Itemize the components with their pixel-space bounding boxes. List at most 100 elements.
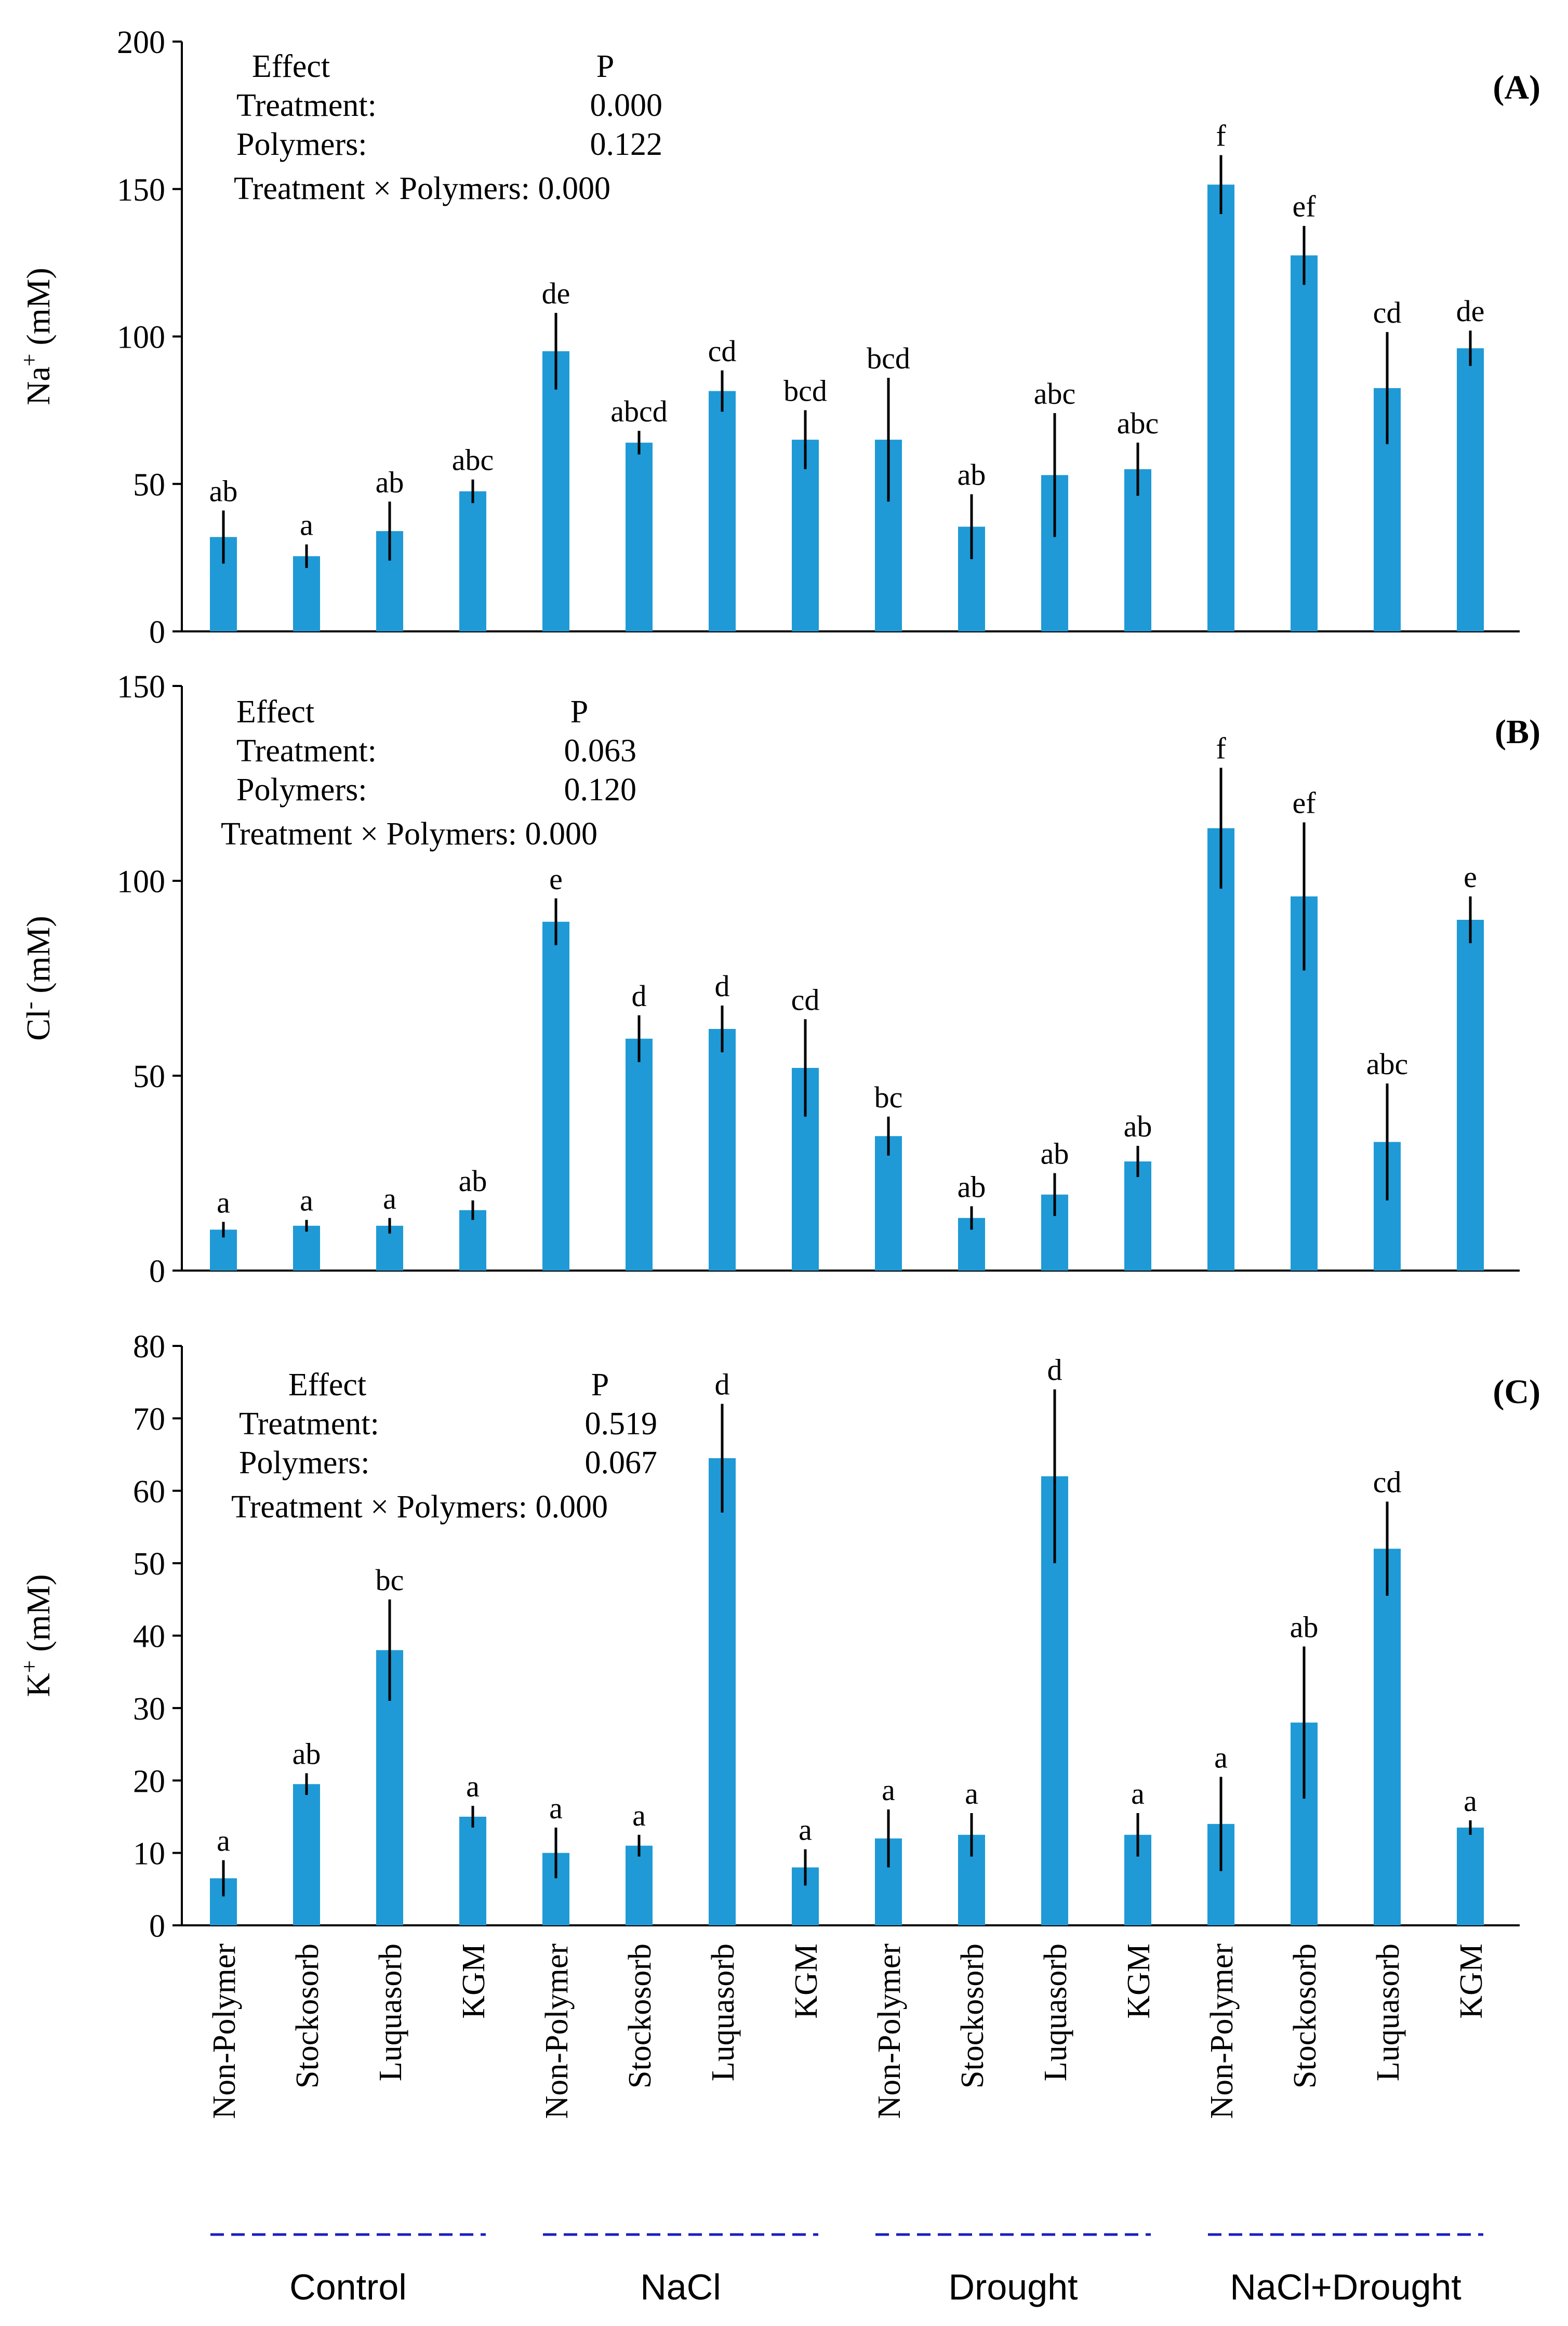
y-tick-label: 0 — [149, 615, 165, 650]
y-tick-label: 100 — [117, 320, 165, 355]
panel-label: (B) — [1495, 713, 1540, 751]
bar — [459, 1210, 486, 1271]
effects-header-p: P — [591, 1367, 609, 1403]
category-label: KGM — [1121, 1944, 1157, 2019]
significance-letter: a — [217, 1185, 230, 1219]
y-tick-label: 200 — [117, 25, 165, 60]
significance-letter: a — [882, 1773, 895, 1807]
y-axis-label: K+ (mM) — [17, 1574, 57, 1697]
significance-letter: f — [1216, 732, 1226, 765]
panel-c: 0 10 20 30 40 50 60 70 80 K+ (mM) (C) Effect P Treatm… — [17, 1329, 1540, 1944]
effects-polymers-label: Polymers: — [236, 772, 367, 808]
category-label: Non-Polymer — [207, 1944, 242, 2119]
significance-letter: a — [383, 1182, 396, 1215]
y-tick-label: 100 — [117, 864, 165, 900]
bar — [542, 351, 569, 631]
effects-polymers-label: Polymers: — [236, 127, 367, 162]
category-label: Luquasorb — [706, 1944, 741, 2081]
significance-letter: d — [715, 969, 730, 1003]
bar — [293, 1225, 320, 1271]
group-label: Control — [289, 2267, 407, 2307]
significance-letter: a — [1131, 1777, 1145, 1810]
effects-header-effect: Effect — [236, 694, 314, 730]
bar — [709, 1029, 736, 1271]
y-tick-label: 70 — [133, 1402, 165, 1437]
significance-letter: f — [1216, 118, 1226, 152]
bar — [1124, 469, 1151, 631]
significance-letter: de — [1456, 294, 1485, 328]
bar — [542, 921, 569, 1271]
significance-letter: e — [549, 862, 563, 896]
significance-letter: ab — [1041, 1137, 1069, 1171]
significance-letter: ab — [459, 1164, 487, 1198]
bar — [1457, 348, 1484, 631]
effects-header-effect: Effect — [288, 1367, 366, 1403]
category-label: Luquasorb — [1038, 1944, 1073, 2081]
significance-letter: d — [632, 979, 647, 1013]
bar — [459, 491, 486, 631]
category-label: KGM — [1454, 1944, 1489, 2019]
effects-treatment-label: Treatment: — [236, 733, 377, 769]
bar — [1457, 920, 1484, 1271]
category-label: Stockosorb — [955, 1944, 990, 2089]
significance-letter: cd — [791, 983, 820, 1016]
bar — [709, 1458, 736, 1925]
effects-treatment-label: Treatment: — [236, 88, 377, 123]
effects-treatment-p: 0.063 — [564, 733, 637, 769]
category-label: KGM — [456, 1944, 491, 2019]
bar — [293, 1784, 320, 1925]
bar — [709, 391, 736, 631]
y-tick-label: 50 — [133, 1059, 165, 1094]
bar — [626, 442, 653, 631]
significance-letter: bc — [874, 1080, 903, 1114]
y-tick-label: 150 — [117, 173, 165, 208]
effects-polymers-p: 0.120 — [564, 772, 637, 808]
bar — [1374, 1549, 1401, 1925]
significance-letter: ab — [376, 465, 404, 499]
significance-letter: de — [542, 276, 570, 310]
category-label: Luquasorb — [1371, 1944, 1406, 2081]
group-label: NaCl+Drought — [1230, 2267, 1461, 2307]
bar — [459, 1816, 486, 1925]
y-tick-label: 50 — [133, 467, 165, 503]
effects-interaction: Treatment × Polymers: 0.000 — [234, 171, 610, 206]
y-tick-label: 150 — [117, 669, 165, 705]
significance-letter: bcd — [867, 341, 910, 375]
significance-letter: ef — [1292, 190, 1316, 223]
significance-letter: a — [1464, 1784, 1477, 1818]
bar — [1291, 255, 1318, 631]
y-axis-label: Cl- (mM) — [17, 916, 57, 1040]
group-label: NaCl — [640, 2267, 721, 2307]
significance-letter: a — [300, 1184, 313, 1218]
category-label: Non-Polymer — [1204, 1944, 1240, 2119]
category-label: Stockosorb — [290, 1944, 325, 2089]
category-label: KGM — [789, 1944, 824, 2019]
significance-letter: a — [466, 1769, 480, 1803]
y-axis-label: Na+ (mM) — [17, 268, 57, 405]
significance-letter: cd — [1373, 296, 1402, 329]
significance-letter: a — [217, 1824, 230, 1858]
effects-header-effect: Effect — [252, 49, 330, 84]
y-tick-label: 60 — [133, 1474, 165, 1510]
y-tick-label: 10 — [133, 1836, 165, 1872]
bar — [293, 556, 320, 631]
significance-letter: ab — [958, 1170, 986, 1204]
effects-interaction: Treatment × Polymers: 0.000 — [221, 816, 597, 852]
significance-letter: bcd — [783, 374, 827, 407]
category-label: Stockosorb — [1287, 1944, 1323, 2089]
bar — [1457, 1827, 1484, 1925]
y-tick-label: 80 — [133, 1329, 165, 1365]
significance-letter: a — [549, 1791, 563, 1825]
treatment-group-labels: Control NaCl Drought NaCl+Drought — [210, 2233, 1483, 2307]
effects-treatment-p: 0.000 — [590, 88, 663, 123]
y-tick-label: 0 — [149, 1909, 165, 1944]
effects-header-p: P — [596, 49, 614, 84]
bar — [1124, 1161, 1151, 1271]
effects-polymers-label: Polymers: — [239, 1445, 369, 1481]
category-label: Luquasorb — [373, 1944, 408, 2081]
y-tick-label: 20 — [133, 1764, 165, 1799]
y-tick-label: 40 — [133, 1619, 165, 1655]
significance-letter: cd — [708, 334, 737, 368]
significance-letter: cd — [1373, 1465, 1402, 1499]
